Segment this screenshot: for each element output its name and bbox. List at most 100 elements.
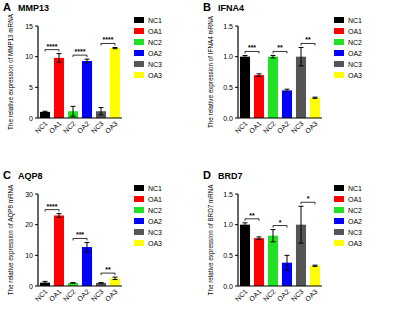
- legend-swatch: [334, 185, 344, 191]
- panel-letter: C: [3, 169, 11, 181]
- error-bar: [257, 74, 262, 76]
- legend-label: NC2: [148, 207, 162, 214]
- error-bar: [271, 230, 276, 242]
- significance: **: [249, 212, 255, 219]
- legend-label: NC2: [348, 39, 362, 46]
- error-cap: [57, 217, 62, 218]
- legend-swatch: [134, 50, 144, 56]
- comparison-bracket: [301, 202, 315, 204]
- x-tick-label: OA3: [304, 288, 319, 303]
- x-tick-label: OA3: [104, 120, 119, 135]
- error-cap: [271, 229, 276, 230]
- legend-label: OA2: [348, 50, 362, 57]
- x-tick-label: OA2: [276, 288, 291, 303]
- y-tick-label: 0.0: [223, 283, 233, 290]
- x-axis: [38, 285, 122, 286]
- y-axis: [237, 26, 238, 118]
- bar: [240, 57, 250, 118]
- bar: [110, 48, 120, 118]
- error-line: [301, 47, 302, 65]
- x-tick-label: OA1: [248, 120, 263, 135]
- error-bar: [113, 277, 118, 279]
- error-bar: [243, 55, 248, 57]
- y-tick-label: 20: [25, 221, 33, 228]
- legend-swatch: [334, 28, 344, 34]
- error-cap: [99, 114, 104, 115]
- legend-swatch: [134, 229, 144, 235]
- error-cap: [99, 283, 104, 284]
- error-cap: [313, 265, 318, 266]
- bar: [54, 215, 64, 286]
- y-tick-label: 5: [29, 84, 33, 91]
- y-axis: [237, 194, 238, 286]
- comparison-bracket: [273, 226, 287, 228]
- y-tick-label: 1.5: [223, 191, 233, 198]
- error-line: [59, 54, 60, 63]
- x-axis: [238, 117, 322, 118]
- plot-marks: [240, 47, 320, 118]
- bar: [54, 58, 64, 118]
- legend-label: NC1: [348, 185, 362, 192]
- error-line: [301, 206, 302, 243]
- panel: CAQP8The relative expression of AQP8 mRN…: [3, 169, 162, 303]
- error-bar: [43, 281, 48, 283]
- x-tick-label: NC3: [90, 288, 105, 303]
- x-tick-label: OA1: [48, 120, 63, 135]
- legend-label: NC3: [148, 229, 162, 236]
- error-line: [287, 255, 288, 270]
- error-line: [101, 108, 102, 115]
- x-tick-label: NC1: [234, 120, 249, 135]
- comparison-bracket: [301, 43, 315, 45]
- error-cap: [57, 53, 62, 54]
- x-tick-label: OA2: [276, 120, 291, 135]
- y-tick-label: 1.5: [223, 23, 233, 30]
- error-line: [87, 242, 88, 251]
- x-tick-label: NC3: [90, 120, 105, 135]
- plot-marks: [240, 206, 320, 286]
- error-bar: [285, 255, 290, 270]
- x-tick-label: NC1: [234, 288, 249, 303]
- significance: ****: [75, 48, 86, 55]
- bar: [110, 278, 120, 286]
- legend-label: OA1: [148, 196, 162, 203]
- significance: ****: [47, 43, 58, 50]
- error-cap: [285, 255, 290, 256]
- title: BRD7: [218, 171, 243, 181]
- error-cap: [57, 213, 62, 214]
- significance: **: [305, 36, 311, 43]
- legend-label: OA1: [348, 28, 362, 35]
- y-tick-label: 0.5: [223, 84, 233, 91]
- y-tick-label: 0: [29, 115, 33, 122]
- comparison-bracket: [101, 273, 115, 275]
- comparison-bracket: [101, 43, 115, 45]
- error-bar: [271, 55, 276, 57]
- error-cap: [85, 242, 90, 243]
- legend-label: NC3: [148, 61, 162, 68]
- legend-swatch: [134, 28, 144, 34]
- error-cap: [271, 241, 276, 242]
- error-bar: [299, 47, 304, 65]
- legend-swatch: [134, 17, 144, 23]
- bar: [254, 75, 264, 118]
- figure: AMMP13The relative expression of MMP13 m…: [0, 0, 400, 336]
- error-cap: [271, 55, 276, 56]
- bar: [240, 225, 250, 286]
- y-tick-label: 1.0: [223, 53, 233, 60]
- x-tick-label: OA2: [76, 120, 91, 135]
- error-bar: [113, 47, 118, 48]
- legend-label: OA3: [348, 72, 362, 79]
- panel-letter: A: [3, 1, 11, 13]
- error-bar: [313, 97, 318, 98]
- error-cap: [243, 57, 248, 58]
- y-tick-label: 15: [25, 23, 33, 30]
- x-tick-label: NC2: [262, 120, 277, 135]
- error-cap: [243, 55, 248, 56]
- error-line: [273, 230, 274, 242]
- legend-swatch: [334, 218, 344, 224]
- legend-label: OA2: [348, 218, 362, 225]
- error-cap: [113, 279, 118, 280]
- bar: [40, 112, 50, 118]
- error-bar: [99, 282, 104, 284]
- legend-swatch: [334, 17, 344, 23]
- x-tick-label: NC3: [290, 120, 305, 135]
